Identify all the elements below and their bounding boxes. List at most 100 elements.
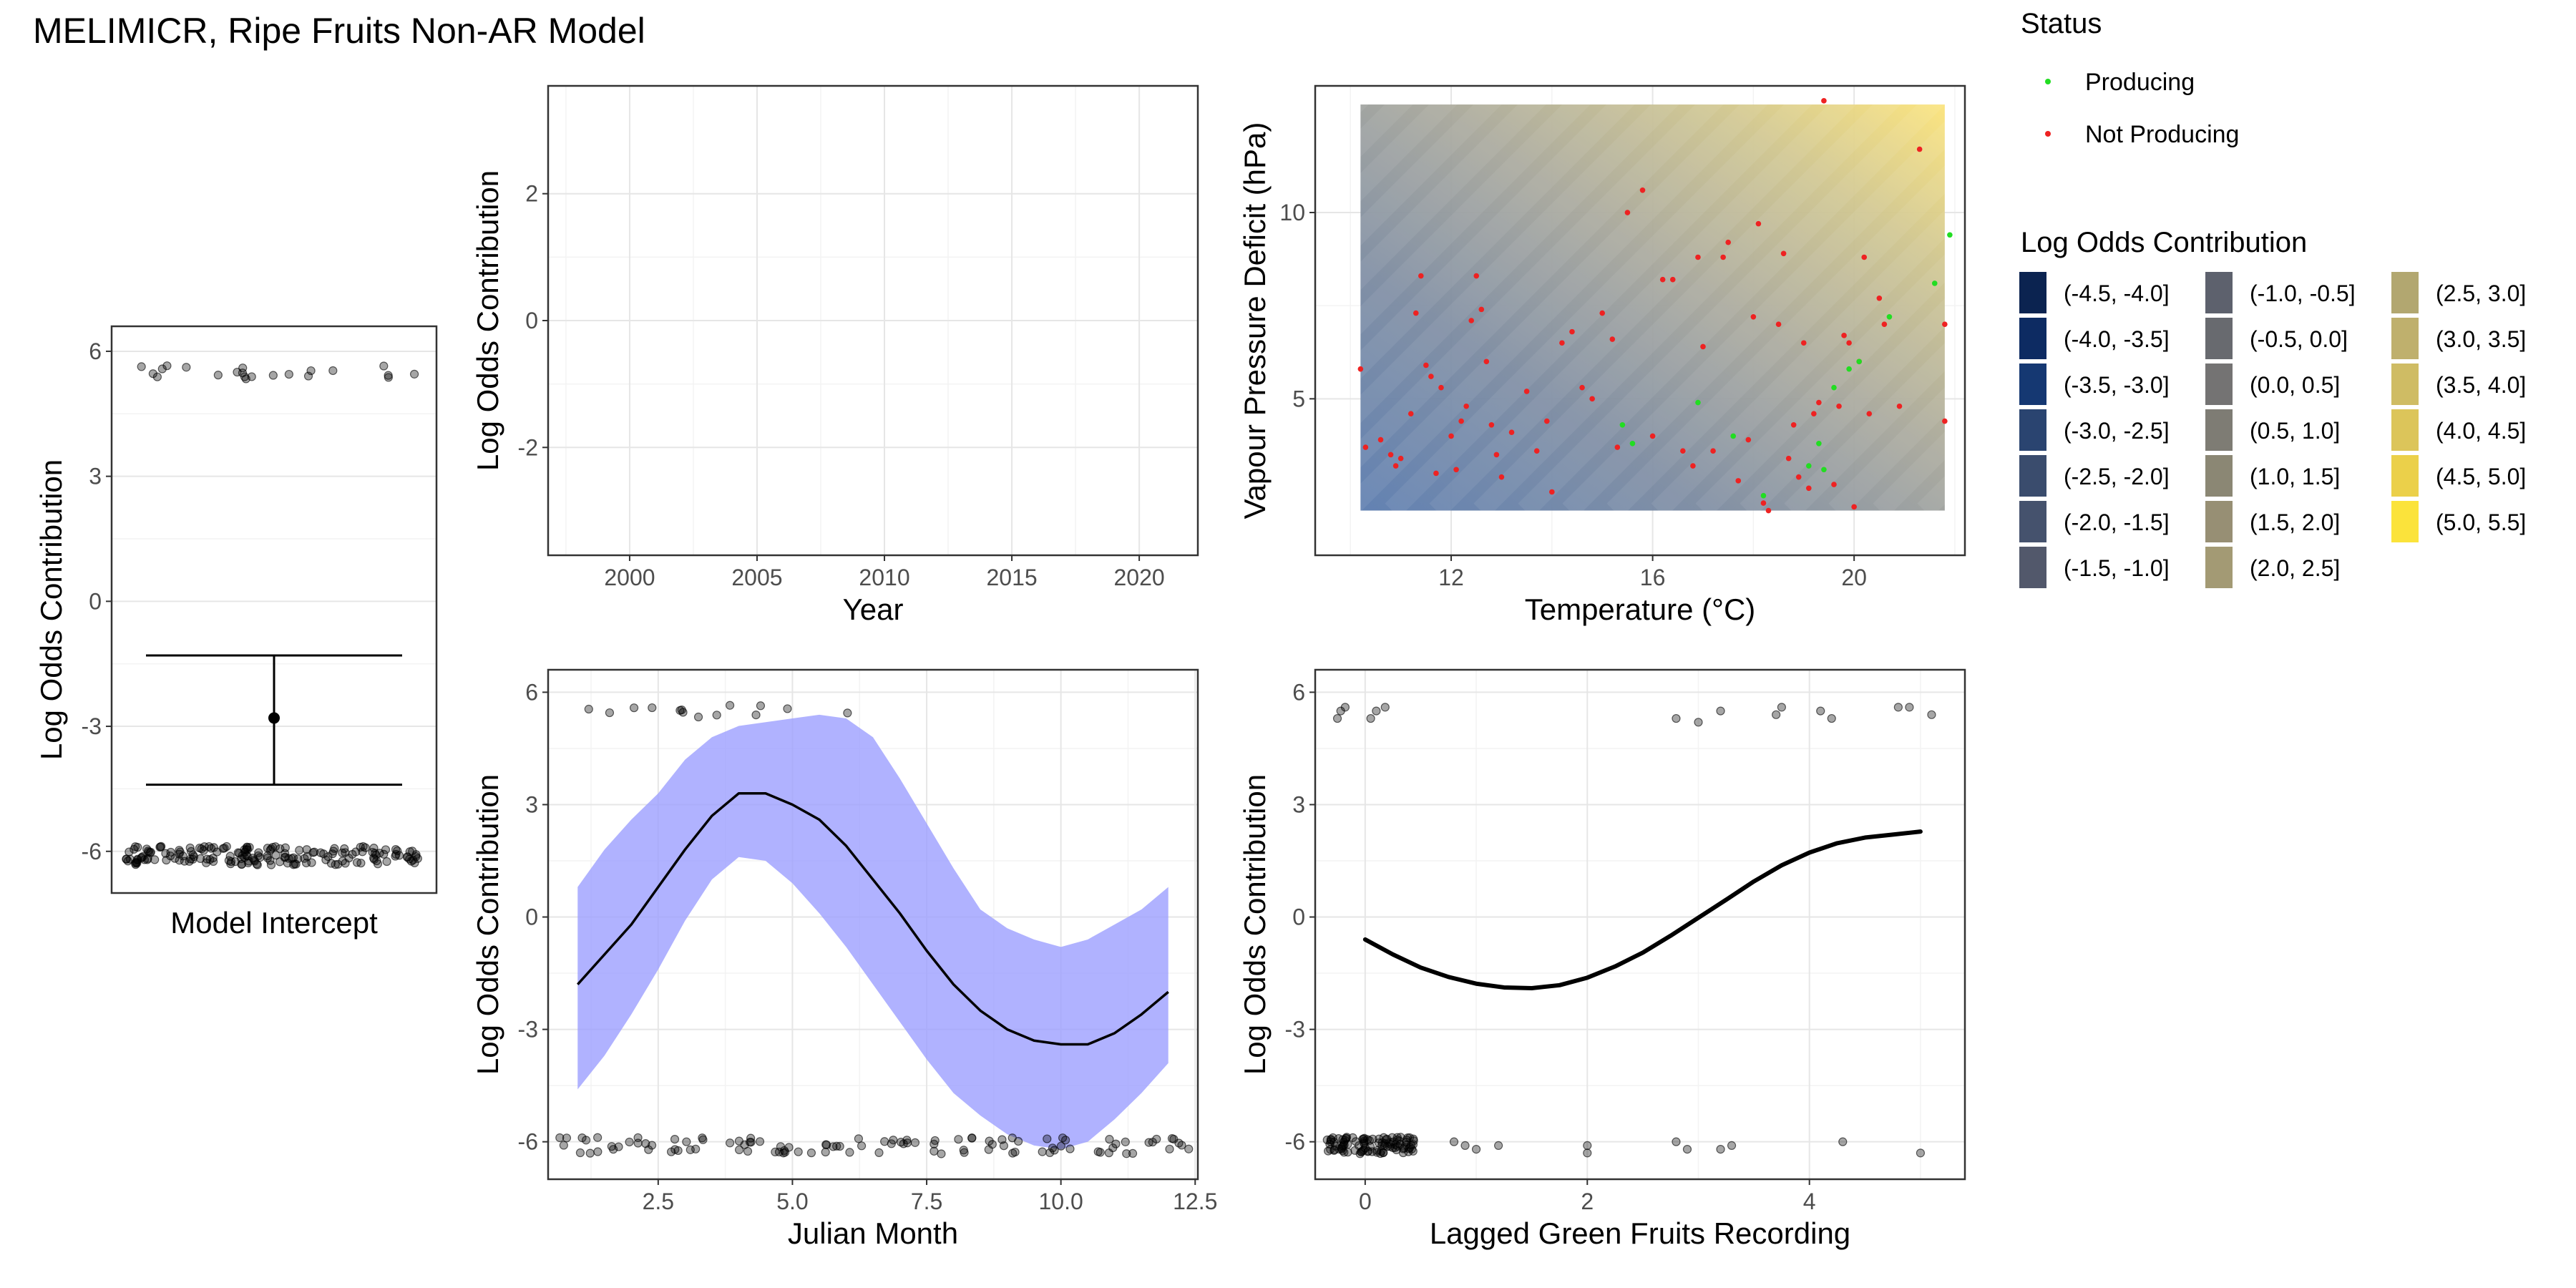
x-tick-label: 2005 (731, 565, 782, 590)
jitter-point (1916, 1148, 1926, 1158)
jitter-point (209, 843, 218, 852)
not-producing-point (1780, 250, 1787, 257)
jitter-point (288, 853, 298, 862)
jitter-point (1392, 1133, 1402, 1142)
jitter-point (300, 854, 309, 863)
not-producing-point (1523, 389, 1530, 394)
jitter-point (1449, 1137, 1459, 1146)
jitter-point (1122, 1149, 1131, 1158)
legend-swatch-label: (-0.5, 0.0] (2250, 326, 2348, 352)
jitter-point (224, 856, 234, 865)
jitter-point (1583, 1141, 1592, 1150)
y-tick-label: 6 (89, 338, 102, 364)
jitter-point (306, 366, 316, 376)
not-producing-point (1821, 98, 1827, 104)
jitter-point (1060, 1136, 1070, 1145)
not-producing-point (1805, 485, 1812, 492)
jitter-point (670, 1145, 680, 1154)
x-tick-label: 10.0 (1039, 1189, 1083, 1214)
not-producing-point (1543, 418, 1550, 424)
legend-status: Status Producing Not Producing (2021, 8, 2239, 148)
not-producing-point (1659, 276, 1666, 283)
not-producing-point (1841, 333, 1847, 338)
x-tick-label: 2015 (986, 565, 1037, 590)
jitter-point (1838, 1137, 1848, 1146)
x-tick-label: 2020 (1114, 565, 1165, 590)
legend-swatch-label: (3.5, 4.0] (2436, 372, 2526, 398)
x-tick-label: 2010 (859, 565, 909, 590)
jitter-point (275, 857, 285, 867)
jitter-point (382, 857, 391, 867)
producing-point (1816, 441, 1822, 447)
not-producing-point (1916, 146, 1923, 152)
x-axis-label: Year (843, 592, 904, 626)
legend-swatch (2019, 501, 2046, 542)
not-producing-point (1569, 328, 1575, 335)
jitter-point (756, 701, 766, 711)
not-producing-point (1680, 448, 1686, 454)
jitter-point (1324, 1146, 1333, 1156)
x-tick-label: 4 (1803, 1189, 1816, 1214)
jitter-point (330, 844, 339, 853)
not-producing-point (1836, 403, 1842, 409)
contour-band (1360, 104, 1546, 291)
legend-swatch (2391, 318, 2419, 359)
jitter-point (308, 848, 318, 857)
not-producing-point (1750, 313, 1757, 320)
jitter-point (123, 857, 132, 866)
not-producing-point (1816, 399, 1822, 406)
log-odds-surface (1360, 104, 1945, 511)
producing-point (1695, 399, 1701, 406)
not-producing-point (1795, 474, 1802, 480)
jitter-point (1065, 1144, 1075, 1153)
jitter-point (182, 363, 191, 372)
jitter-point (575, 1148, 585, 1158)
jitter-point (1121, 1137, 1130, 1146)
not-producing-point (1549, 489, 1555, 495)
not-producing-point (1493, 452, 1500, 458)
jitter-point (409, 369, 419, 379)
jitter-point (625, 1137, 634, 1147)
producing-point (1760, 492, 1767, 499)
legend-log-odds-title: Log Odds Contribution (2021, 227, 2307, 258)
legend-swatch (2205, 272, 2233, 313)
jitter-point (857, 1141, 867, 1151)
legend-status-key (2045, 131, 2051, 137)
producing-point (1821, 467, 1827, 473)
legend-swatch-label: (-1.0, -0.5] (2250, 280, 2356, 306)
jitter-point (609, 1145, 618, 1154)
jitter-point (131, 859, 140, 868)
panel-content (555, 701, 1194, 1158)
panel-year: -2 0 2 2000 2005 2010 2015 2020 Year Log Odds Con… (471, 84, 1199, 626)
contour-band (1562, 121, 1945, 511)
not-producing-point (1392, 463, 1399, 469)
jitter-point (806, 1148, 816, 1158)
panel-border (547, 668, 1199, 1181)
not-producing-point (1473, 273, 1480, 279)
jitter-point (691, 1144, 701, 1153)
not-producing-point (1413, 310, 1419, 316)
legend-swatch (2205, 455, 2233, 497)
x-tick-label: 20 (1841, 565, 1867, 590)
gridlines (548, 86, 1198, 555)
jitter-point (984, 1145, 993, 1154)
legend-swatch-label: (-2.5, -2.0] (2064, 464, 2170, 489)
jitter-point (125, 847, 134, 857)
legend-swatch-label: (-3.0, -2.5] (2064, 418, 2170, 444)
legend-swatch-label: (4.0, 4.5] (2436, 418, 2526, 444)
legend-swatch (2205, 409, 2233, 451)
contour-band (1695, 254, 1945, 511)
legend-status-key (2045, 79, 2051, 84)
jitter-point (740, 1140, 749, 1149)
jitter-point (1583, 1148, 1592, 1158)
jitter-point (254, 848, 263, 857)
jitter-point (779, 1148, 788, 1158)
not-producing-point (1710, 448, 1716, 454)
jitter-point (1905, 703, 1914, 712)
contour-band (1360, 104, 1679, 424)
jitter-point (152, 372, 162, 381)
x-tick-label: 5.0 (776, 1189, 808, 1214)
jitter-point (829, 1142, 838, 1151)
legend-log-odds: Log Odds Contribution (-4.5, -4.0] (-4.0,… (2019, 227, 2526, 588)
jitter-point (1827, 713, 1836, 723)
